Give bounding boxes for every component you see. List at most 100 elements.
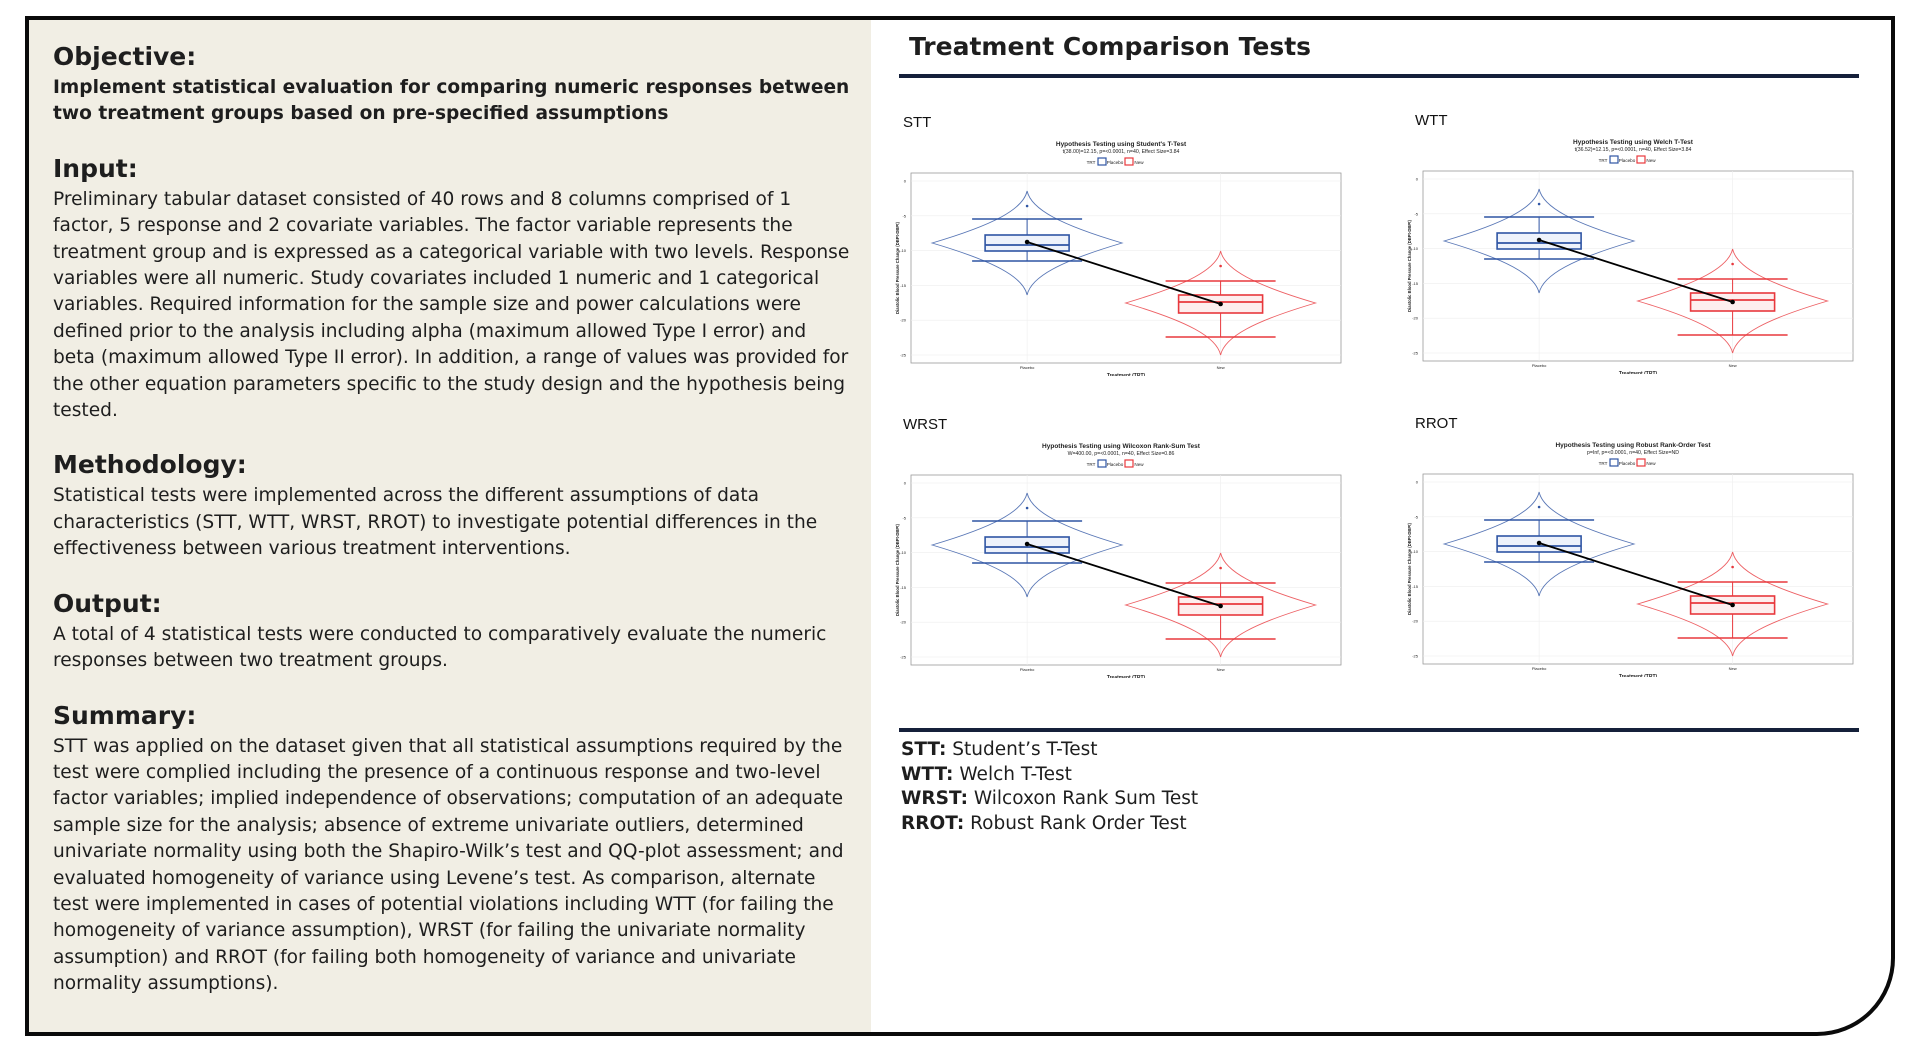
hypothesis-plot: Hypothesis Testing using Wilcoxon Rank-S… — [895, 443, 1342, 678]
outlier-point — [1219, 566, 1222, 570]
plot-area — [910, 172, 1342, 364]
mean-point-placebo — [1536, 540, 1542, 546]
plot-area — [910, 474, 1342, 666]
legend-label-new: New — [1134, 462, 1144, 467]
plot-legend: TRT Placebo New — [1087, 459, 1144, 468]
abbreviation-item: STT: Student’s T-Test — [901, 738, 1198, 763]
abbr-text: Wilcoxon Rank Sum Test — [967, 788, 1199, 809]
legend-key-new — [1124, 459, 1134, 468]
mean-point-new — [1730, 602, 1735, 608]
violin-new — [1124, 552, 1318, 658]
abbr-text: Student’s T-Test — [946, 739, 1098, 760]
legend-key-placebo — [1097, 459, 1107, 468]
x-tick-label: New — [1729, 666, 1737, 671]
plot-panel-wtt: WTT Hypothesis Testing using Welch T-Tes… — [1403, 112, 1873, 412]
x-tick-label: New — [1217, 365, 1225, 370]
outlier-point — [1219, 264, 1222, 268]
plot-title: Hypothesis Testing using Robust Rank-Ord… — [1555, 442, 1711, 449]
x-tick-label: Placebo — [1020, 365, 1035, 370]
legend-label-placebo: Placebo — [1619, 158, 1636, 163]
mean-point-new — [1730, 299, 1735, 305]
y-tick-label: -20 — [1412, 619, 1419, 624]
y-tick-label: 0 — [904, 481, 907, 486]
x-tick-label: New — [1729, 363, 1737, 368]
outlier-point — [1731, 262, 1734, 266]
abbr-key: RROT: — [901, 812, 965, 834]
input-section: Input: Preliminary tabular dataset consi… — [53, 154, 853, 425]
plot-panel-rrot: RROT Hypothesis Testing using Robust Ran… — [1403, 415, 1873, 715]
hypothesis-plot: Hypothesis Testing using Robust Rank-Ord… — [1407, 442, 1854, 677]
mean-point-placebo — [1536, 237, 1542, 243]
legend-title: TRT — [1599, 158, 1608, 163]
violin-placebo — [1442, 188, 1636, 294]
bottom-divider — [899, 728, 1859, 732]
plot-panel-stt: STT Hypothesis Testing using Student's T… — [891, 114, 1361, 414]
abbr-key: WTT: — [901, 763, 954, 785]
outlier-point — [1025, 204, 1029, 208]
hypothesis-plot: Hypothesis Testing using Student's T-Tes… — [895, 141, 1342, 376]
legend-label-placebo: Placebo — [1107, 160, 1124, 165]
hypothesis-plot: Hypothesis Testing using Welch T-Testt(3… — [1407, 139, 1854, 374]
summary-section: Summary: STT was applied on the dataset … — [53, 701, 853, 998]
abbr-key: WRST: — [901, 788, 968, 809]
abbr-text: Robust Rank Order Test — [964, 812, 1187, 834]
objective-section: Objective: Implement statistical evaluat… — [53, 42, 853, 128]
y-tick-label: -25 — [900, 655, 907, 660]
legend-title: TRT — [1087, 160, 1096, 165]
top-divider — [899, 74, 1859, 78]
plot-area — [1422, 473, 1854, 665]
results-panel: Treatment Comparison Tests STT Hypothesi… — [871, 20, 1891, 1032]
y-tick-label: -10 — [900, 248, 907, 253]
objective-text: Implement statistical evaluation for com… — [53, 77, 850, 125]
outlier-point — [1025, 506, 1029, 510]
violin-placebo — [930, 492, 1124, 598]
plot-subtitle: p=Inf, p=<0.0001, n=40, Effect Size=ND — [1587, 450, 1679, 456]
plot-title: Hypothesis Testing using Student's T-Tes… — [1056, 141, 1187, 148]
mean-line — [1026, 543, 1221, 607]
violin-placebo — [930, 190, 1124, 296]
y-tick-label: -5 — [1414, 211, 1418, 216]
plot-subtitle: t(38.00)=12.15, p=<0.0001, n=40, Effect … — [1063, 149, 1180, 155]
legend-key-placebo — [1609, 458, 1619, 467]
abbreviation-item: WRST: Wilcoxon Rank Sum Test — [901, 787, 1198, 812]
y-tick-label: -15 — [1412, 584, 1419, 589]
y-tick-label: -5 — [902, 213, 906, 218]
violin-new — [1636, 551, 1830, 657]
output-heading: Output: — [53, 588, 162, 618]
x-tick-label: Placebo — [1020, 667, 1035, 672]
y-tick-label: 0 — [1416, 177, 1419, 182]
y-tick-label: -20 — [900, 318, 907, 323]
methodology-text: Statistical tests were implemented acros… — [53, 485, 818, 560]
outlier-point — [1537, 505, 1541, 509]
legend-label-new: New — [1134, 160, 1144, 165]
y-tick-label: -5 — [902, 515, 906, 520]
panel-label: RROT — [1415, 415, 1458, 432]
mean-point-new — [1218, 301, 1223, 307]
abbr-text: Welch T-Test — [953, 763, 1072, 785]
x-tick-label: Placebo — [1532, 363, 1547, 368]
legend-title: TRT — [1599, 461, 1608, 466]
y-tick-label: -20 — [900, 620, 907, 625]
y-tick-label: -15 — [900, 283, 907, 288]
abbreviation-list: STT: Student’s T-Test WTT: Welch T-Test … — [901, 738, 1198, 836]
panel-label: STT — [903, 114, 932, 131]
output-section: Output: A total of 4 statistical tests w… — [53, 589, 853, 675]
legend-label-new: New — [1646, 461, 1656, 466]
y-tick-label: -20 — [1412, 316, 1419, 321]
methodology-heading: Methodology: — [53, 450, 247, 480]
abbreviation-item: RROT: Robust Rank Order Test — [901, 812, 1198, 837]
page-frame: Objective: Implement statistical evaluat… — [25, 16, 1895, 1036]
summary-text: STT was applied on the dataset given tha… — [53, 735, 844, 995]
mean-line — [1538, 239, 1733, 303]
mean-line — [1538, 542, 1733, 606]
legend-key-placebo — [1609, 155, 1619, 164]
violin-placebo — [1442, 491, 1636, 597]
plot-title: Hypothesis Testing using Welch T-Test — [1573, 139, 1694, 146]
y-axis-label: Diastolic Blood Pressure Change (DBPt-DB… — [1407, 219, 1412, 312]
outlier-point — [1537, 202, 1541, 206]
abbreviation-item: WTT: Welch T-Test — [901, 763, 1198, 788]
mean-point-new — [1218, 603, 1223, 609]
mean-point-placebo — [1024, 541, 1030, 547]
y-tick-label: -10 — [1412, 549, 1419, 554]
legend-key-new — [1636, 458, 1646, 467]
